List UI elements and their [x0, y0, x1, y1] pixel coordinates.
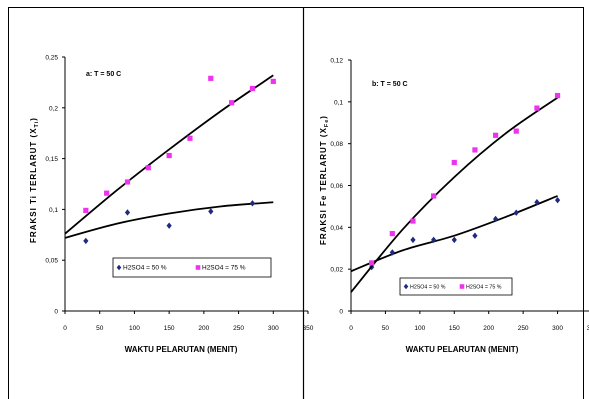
- x-tick-label: 200: [198, 325, 209, 332]
- data-point-h2so4-50: [451, 236, 457, 244]
- legend-marker-h2so4-50: [116, 264, 122, 271]
- data-point-h2so4-75: [83, 207, 89, 214]
- data-point-h2so4-50: [83, 237, 89, 245]
- y-axis-label: FRAKSI Ti TERLARUT (XTi): [29, 117, 40, 243]
- data-point-h2so4-50: [493, 215, 499, 223]
- data-point-h2so4-75: [554, 92, 561, 99]
- x-tick-label: 250: [518, 325, 529, 332]
- data-point-h2so4-50: [513, 209, 519, 216]
- trend-line-h2so4-75: [350, 96, 559, 293]
- data-point-h2so4-75: [451, 159, 457, 166]
- trend-line-h2so4-50: [64, 201, 274, 239]
- x-tick-label: 50: [96, 325, 104, 332]
- data-point-h2so4-75: [208, 75, 214, 81]
- x-tick-label: 350: [587, 325, 589, 332]
- data-point-h2so4-75: [187, 135, 193, 141]
- data-point-h2so4-75: [229, 100, 235, 106]
- x-axis-label: WAKTU PELARUTAN (MENIT): [125, 345, 238, 354]
- x-tick-label: 150: [449, 325, 460, 332]
- x-tick-label: 250: [233, 325, 244, 332]
- y-tick-label: 0,15: [45, 156, 58, 163]
- y-tick-label: 0,04: [330, 225, 343, 232]
- x-tick-label: 0: [63, 325, 67, 332]
- data-point-h2so4-50: [124, 209, 131, 216]
- data-point-h2so4-50: [410, 236, 416, 244]
- data-point-h2so4-50: [431, 236, 437, 244]
- data-point-h2so4-75: [431, 193, 437, 199]
- x-tick-label: 100: [414, 325, 425, 332]
- legend-marker-h2so4-50: [403, 283, 409, 290]
- data-point-h2so4-75: [166, 152, 172, 159]
- data-point-h2so4-50: [472, 232, 478, 239]
- x-tick-label: 350: [303, 325, 314, 332]
- legend-label-h2so4-75: H2SO4 = 75 %: [466, 285, 502, 291]
- data-point-h2so4-50: [534, 199, 540, 206]
- data-point-h2so4-75: [389, 231, 395, 237]
- data-point-h2so4-75: [369, 260, 375, 266]
- data-point-h2so4-75: [472, 147, 478, 153]
- chart-annotation: b: T = 50 C: [372, 81, 408, 88]
- legend-box: [399, 277, 513, 296]
- data-point-h2so4-75: [145, 165, 151, 171]
- legend-label-h2so4-75: H2SO4 = 75 %: [202, 265, 246, 272]
- y-tick-label: 0,08: [330, 141, 343, 148]
- legend-marker-h2so4-75: [459, 284, 465, 289]
- data-point-h2so4-75: [534, 105, 540, 111]
- data-point-h2so4-75: [249, 85, 256, 92]
- data-point-h2so4-50: [208, 208, 214, 215]
- chart-panel-b: 0 0,02 0,04 0,06 0,08 0,1 0,12 0 50 100 150 200 250 3…: [319, 58, 589, 354]
- chart-annotation: a: T = 50 C: [86, 71, 121, 78]
- data-point-h2so4-75: [104, 190, 110, 196]
- data-point-h2so4-75: [493, 132, 499, 138]
- data-point-h2so4-50: [166, 222, 172, 229]
- data-point-h2so4-75: [124, 179, 131, 185]
- data-point-h2so4-50: [389, 249, 395, 256]
- y-tick-label: 0,06: [330, 183, 343, 190]
- legend-label-h2so4-50: H2SO4 = 50 %: [410, 285, 446, 291]
- y-tick-label: 0: [54, 309, 58, 316]
- x-tick-label: 0: [349, 325, 353, 332]
- data-point-h2so4-75: [410, 218, 416, 224]
- data-point-h2so4-75: [513, 128, 519, 134]
- y-tick-label: 0,25: [45, 55, 58, 62]
- data-point-h2so4-75: [270, 78, 276, 84]
- trend-line-h2so4-50: [350, 195, 558, 273]
- y-tick-label: 0,12: [330, 58, 343, 65]
- y-tick-label: 0,02: [330, 267, 343, 274]
- chart-panel-a: 0 0,05 0,1 0,15 0,2 0,25 0 50 100 150 200 250 300 350…: [29, 55, 314, 355]
- data-point-h2so4-50: [249, 200, 256, 207]
- data-point-h2so4-50: [554, 196, 561, 204]
- y-tick-label: 0,1: [49, 207, 58, 214]
- y-tick-label: 0,2: [49, 105, 58, 112]
- x-tick-label: 200: [483, 325, 494, 332]
- x-tick-label: 300: [268, 325, 279, 332]
- y-tick-label: 0,05: [45, 258, 58, 265]
- x-tick-label: 300: [552, 325, 563, 332]
- x-tick-label: 50: [382, 325, 390, 332]
- legend-marker-h2so4-75: [195, 265, 201, 270]
- y-axis-label: FRAKSI Fe TERLARUT (XFe): [319, 115, 330, 245]
- x-axis-label: WAKTU PELARUTAN (MENIT): [406, 345, 519, 354]
- x-tick-label: 100: [129, 325, 140, 332]
- y-tick-label: 0,1: [334, 99, 343, 106]
- legend-label-h2so4-50: H2SO4 = 50 %: [123, 265, 167, 272]
- legend-box: [112, 257, 272, 278]
- y-tick-label: 0: [339, 309, 343, 316]
- x-tick-label: 150: [164, 325, 175, 332]
